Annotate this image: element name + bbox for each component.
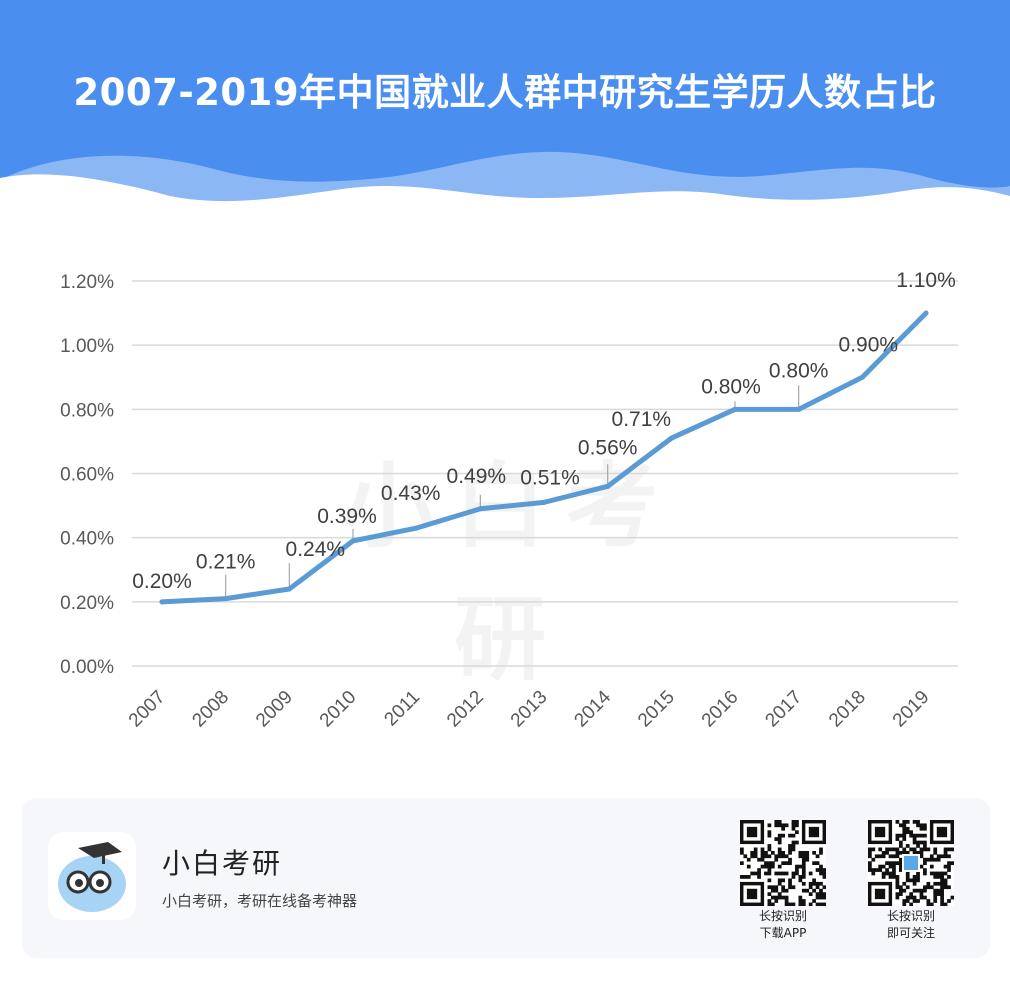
y-tick-label: 0.60% (60, 465, 114, 486)
x-tick-label: 2013 (507, 687, 552, 732)
x-tick-label: 2009 (252, 687, 297, 732)
qr-app-caption-line1: 长按识别 (758, 909, 807, 923)
x-tick-label: 2017 (761, 687, 806, 732)
y-tick-label: 0.80% (60, 400, 114, 421)
x-tick-label: 2018 (825, 687, 870, 732)
data-label: 0.90% (839, 333, 899, 356)
qr-app-caption: 长按识别 下载APP (728, 908, 838, 942)
data-point (159, 599, 165, 605)
mascot-icon (58, 842, 126, 912)
data-point (350, 538, 356, 544)
qr-follow-caption-line2: 即可关注 (886, 926, 935, 940)
qr-follow-caption-line1: 长按识别 (886, 909, 935, 923)
x-tick-label: 2008 (188, 687, 233, 732)
x-tick-label: 2015 (634, 687, 679, 732)
data-label: 1.10% (896, 269, 956, 292)
data-label: 0.20% (132, 570, 192, 593)
qr-follow-caption: 长按识别 即可关注 (856, 908, 966, 942)
x-tick-label: 2007 (125, 687, 170, 732)
data-point (477, 506, 483, 512)
data-point (859, 374, 865, 380)
header-wave-background (0, 0, 1010, 210)
qr-code-app-icon (740, 820, 827, 907)
data-point (286, 586, 292, 592)
x-tick-label: 2011 (380, 687, 424, 731)
data-label: 0.39% (317, 505, 377, 528)
header-banner: 2007-2019年中国就业人群中研究生学历人数占比 (0, 0, 1010, 210)
data-point (732, 406, 738, 412)
series-line (159, 310, 929, 605)
y-tick-label: 0.00% (60, 657, 114, 678)
data-label: 0.43% (381, 482, 441, 505)
data-point (414, 525, 420, 531)
y-tick-label: 0.40% (60, 529, 114, 550)
data-point (796, 406, 802, 412)
x-tick-label: 2012 (443, 687, 488, 732)
y-tick-label: 1.00% (60, 336, 114, 357)
x-tick-label: 2019 (889, 687, 934, 732)
data-label: 0.71% (612, 408, 672, 431)
qr-code-follow-icon (868, 820, 955, 907)
data-label: 0.80% (769, 359, 829, 382)
y-tick-label: 1.20% (60, 272, 114, 293)
data-label: 0.80% (701, 375, 761, 398)
qr-app-caption-line2: 下载APP (759, 926, 807, 940)
x-tick-label: 2014 (570, 686, 615, 731)
data-label: 0.24% (286, 538, 346, 561)
app-logo (48, 832, 136, 920)
data-label: 0.56% (578, 436, 638, 459)
data-point (668, 435, 674, 441)
data-label: 0.21% (196, 551, 256, 574)
qr-center-logo (904, 856, 918, 870)
qr-code-app[interactable] (740, 820, 827, 907)
x-tick-label: 2010 (316, 687, 361, 732)
line-chart: 0.00% 0.20% 0.40% 0.60% 0.80% 1.00% 1.20% 2007 2… (60, 269, 958, 732)
page-title: 2007-2019年中国就业人群中研究生学历人数占比 (73, 71, 937, 114)
x-tick-label: 2016 (698, 687, 743, 732)
brand-slogan: 小白考研，考研在线备考神器 (162, 892, 358, 910)
data-label: 0.49% (447, 465, 507, 488)
footer-card: 小白考研 小白考研，考研在线备考神器 长按识别 下载APP 长按识别 即可关注 (22, 798, 990, 958)
data-point (541, 499, 547, 505)
y-tick-label: 0.20% (60, 593, 114, 614)
qr-code-follow[interactable] (868, 820, 955, 907)
brand-name: 小白考研 (162, 847, 283, 880)
data-point (923, 310, 929, 316)
data-point (605, 483, 611, 489)
data-point (223, 596, 229, 602)
data-label: 0.51% (520, 466, 580, 489)
